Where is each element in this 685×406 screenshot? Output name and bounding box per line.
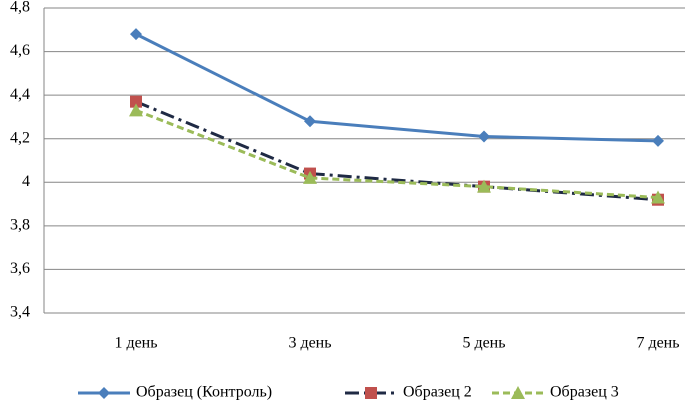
marker [511,386,525,399]
marker [652,134,664,147]
marker [478,130,490,143]
legend-label: Образец 3 [550,384,619,401]
y-tick-label: 4,2 [10,129,30,146]
series-line [135,32,659,143]
y-tick-label: 3,6 [10,260,30,277]
y-tick-label: 4 [22,173,30,190]
marker [98,387,110,399]
marker [129,103,143,117]
marker [365,387,377,399]
y-tick-label: 4,4 [10,86,30,103]
series [130,95,664,206]
series [130,28,664,147]
x-tick-label: 5 день [462,335,505,352]
y-tick-label: 4,6 [10,42,30,59]
legend-label: Образец (Контроль) [136,384,272,401]
series-line [135,100,659,202]
x-tick-label: 7 день [636,335,679,352]
marker [130,95,142,108]
legend-label: Образец 2 [403,384,472,401]
series-line [135,108,659,200]
y-tick-label: 4,8 [10,0,30,16]
marker [651,190,665,204]
x-tick-label: 3 день [288,335,331,352]
y-tick-label: 3,8 [10,217,30,234]
y-tick-label: 3,4 [10,304,30,321]
series [129,103,665,204]
marker [130,28,142,41]
x-tick-label: 1 день [114,335,157,352]
marker [303,170,317,184]
marker [304,115,316,128]
marker [477,179,491,193]
